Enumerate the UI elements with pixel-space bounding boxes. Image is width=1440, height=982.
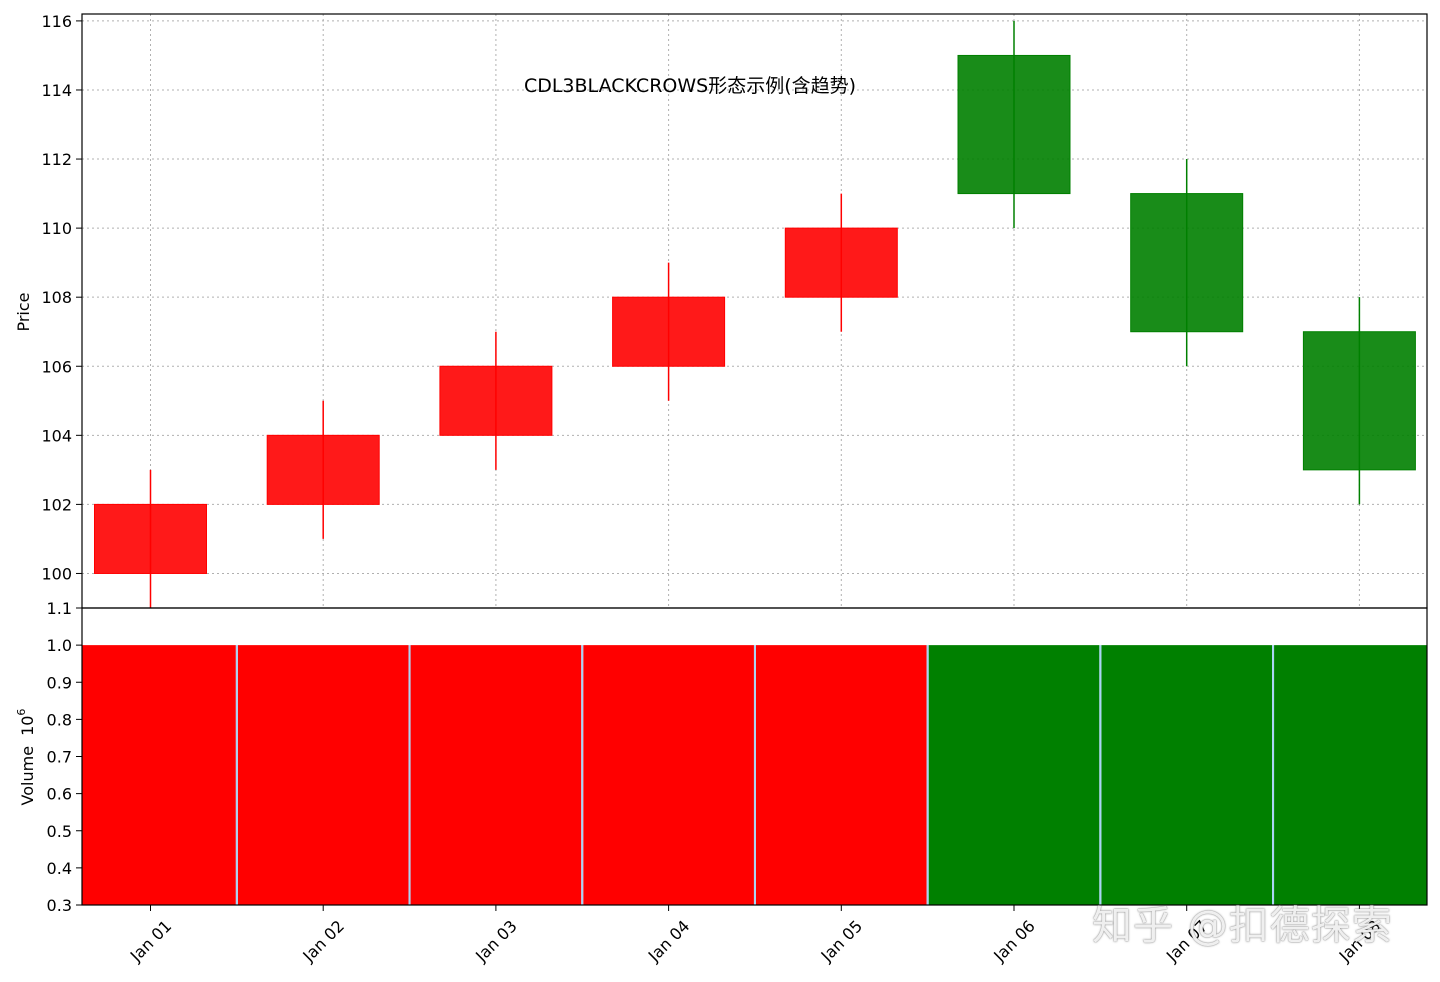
price-tick-label: 116	[41, 12, 72, 31]
volume-axis-label-text: Volume	[18, 746, 37, 806]
price-tick-label: 104	[41, 426, 72, 445]
candle-body	[266, 434, 380, 505]
volume-tick-label: 0.9	[47, 673, 72, 692]
volume-bar	[1274, 645, 1427, 905]
price-tick-label: 106	[41, 357, 72, 376]
price-tick-label: 102	[41, 495, 72, 514]
volume-bar	[237, 645, 409, 905]
volume-bar	[410, 645, 582, 905]
date-tick-label: Jan 01	[126, 916, 176, 966]
chart-title: CDL3BLACKCROWS形态示例(含趋势)	[524, 75, 856, 97]
candle-body	[612, 296, 726, 367]
price-axis-label: Price	[14, 292, 33, 331]
price-tick-label: 114	[41, 81, 72, 100]
volume-bars	[82, 645, 1427, 905]
price-candles	[94, 20, 1416, 608]
volume-axis-exponent-base: 10	[18, 716, 37, 736]
volume-tick-label: 0.5	[47, 822, 72, 841]
candle-body	[784, 227, 898, 298]
candle-body	[1302, 331, 1416, 471]
volume-bar	[583, 645, 754, 905]
volume-tick-label: 1.1	[47, 599, 72, 618]
volume-bar	[82, 645, 236, 905]
volume-tick-label: 0.8	[47, 710, 72, 729]
date-tick-label: Jan 06	[989, 916, 1039, 966]
price-tick-label: 112	[41, 150, 72, 169]
volume-tick-label: 0.7	[47, 748, 72, 767]
price-tick-label: 108	[41, 288, 72, 307]
date-tick-label: Jan 02	[298, 916, 348, 966]
date-tick-label: Jan 05	[817, 916, 867, 966]
volume-tick-label: 0.4	[47, 859, 72, 878]
date-tick-label: Jan 04	[644, 916, 694, 966]
candle-body	[1130, 193, 1244, 333]
watermark: 知乎 @扣德探索	[1092, 903, 1393, 949]
price-tick-label: 110	[41, 219, 72, 238]
volume-grid	[235, 645, 1275, 905]
volume-tick-label: 0.6	[47, 785, 72, 804]
price-ticks: 100 102 104 106 108 110 112 114 116	[41, 12, 82, 583]
candle-body	[94, 503, 207, 574]
volume-tick-label: 1.0	[47, 636, 72, 655]
volume-bar	[1101, 645, 1273, 905]
volume-bar	[928, 645, 1100, 905]
candle-body	[439, 365, 553, 436]
volume-axis-exponent: 6	[15, 709, 28, 716]
price-tick-label: 100	[41, 564, 72, 583]
volume-ticks: 0.3 0.4 0.5 0.6 0.7 0.8 0.9 1.0 1.1	[47, 599, 82, 915]
candle-body	[957, 54, 1071, 195]
volume-axis-label: Volume 106	[15, 709, 37, 806]
date-tick-label: Jan 03	[471, 916, 521, 966]
volume-tick-label: 0.3	[47, 896, 72, 915]
volume-bar	[755, 645, 927, 905]
